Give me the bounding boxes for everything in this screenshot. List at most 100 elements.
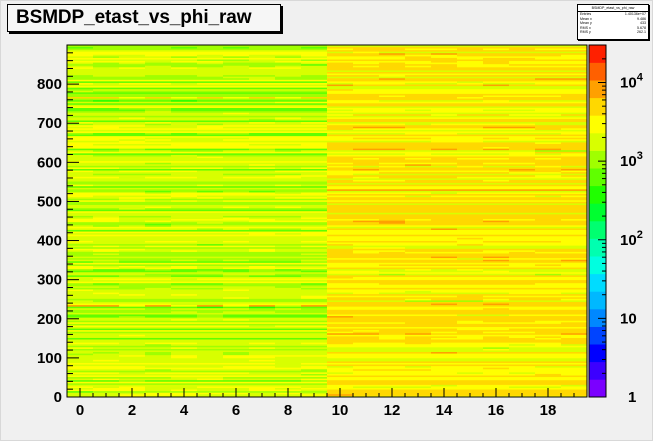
heatmap-cell xyxy=(457,238,484,241)
heatmap-cell xyxy=(431,348,458,351)
heatmap-cell xyxy=(379,115,406,118)
heatmap-cell xyxy=(119,375,146,378)
heatmap-cell xyxy=(171,279,198,282)
heatmap-cell xyxy=(405,96,432,99)
heatmap-cell xyxy=(327,292,354,295)
heatmap-cell xyxy=(535,70,562,72)
heatmap-cell xyxy=(561,51,588,54)
heatmap-cell xyxy=(93,273,120,276)
heatmap-cell xyxy=(353,237,380,240)
heatmap-cell xyxy=(67,340,94,343)
heatmap-cell xyxy=(275,182,302,185)
heatmap-cell xyxy=(353,157,380,160)
heatmap-cell xyxy=(301,273,328,276)
heatmap-cell xyxy=(561,346,588,349)
heatmap-cell xyxy=(67,376,94,379)
heatmap-cell xyxy=(119,187,146,190)
heatmap-cell xyxy=(249,295,276,298)
heatmap-cell xyxy=(223,342,250,345)
heatmap-cell xyxy=(483,142,510,144)
heatmap-cell xyxy=(535,62,562,65)
heatmap-cell xyxy=(509,243,536,246)
heatmap-cell xyxy=(93,199,120,202)
heatmap-cell xyxy=(145,281,172,284)
heatmap-cell xyxy=(561,378,588,381)
heatmap-cell xyxy=(223,257,250,260)
heatmap-cell xyxy=(275,196,302,199)
heatmap-cell xyxy=(483,337,510,340)
heatmap-cell xyxy=(535,379,562,382)
heatmap-cell xyxy=(483,370,510,373)
heatmap-cell xyxy=(379,268,406,271)
heatmap-cell xyxy=(301,115,328,118)
heatmap-cell xyxy=(249,177,276,180)
heatmap-cell xyxy=(457,52,484,55)
heatmap-cell xyxy=(119,298,146,301)
heatmap-cell xyxy=(353,188,380,191)
heatmap-cell xyxy=(145,149,172,152)
heatmap-cell xyxy=(431,210,458,213)
heatmap-cell xyxy=(171,159,198,162)
heatmap-cell xyxy=(93,126,120,129)
heatmap-cell xyxy=(223,45,250,47)
heatmap-cell xyxy=(197,48,224,51)
heatmap-cell xyxy=(405,292,432,295)
heatmap-cell xyxy=(353,156,380,159)
heatmap-cell xyxy=(197,248,224,251)
heatmap-cell xyxy=(249,273,276,276)
heatmap-cell xyxy=(171,285,198,288)
heatmap-cell xyxy=(561,246,588,249)
heatmap-cell xyxy=(67,245,94,248)
heatmap-cell xyxy=(249,287,276,290)
heatmap-cell xyxy=(301,351,328,354)
heatmap-cell xyxy=(327,115,354,118)
heatmap-cell xyxy=(197,278,224,281)
heatmap-cell xyxy=(509,107,536,110)
heatmap-cell xyxy=(457,209,484,212)
heatmap-cell xyxy=(353,381,380,384)
heatmap-cell xyxy=(483,82,510,85)
heatmap-cell xyxy=(483,104,510,107)
heatmap-cell xyxy=(431,209,458,212)
heatmap-cell xyxy=(67,187,94,190)
heatmap-cell xyxy=(353,245,380,248)
heatmap-cell xyxy=(119,142,146,144)
heatmap-cell xyxy=(93,254,120,257)
heatmap-cell xyxy=(353,314,380,317)
heatmap-cell xyxy=(301,109,328,112)
heatmap-cell xyxy=(301,88,328,91)
heatmap-cell xyxy=(171,329,198,332)
heatmap-cell xyxy=(171,348,198,351)
heatmap-cell xyxy=(379,323,406,326)
heatmap-cell xyxy=(67,201,94,204)
heatmap-cell xyxy=(197,292,224,295)
heatmap-cell xyxy=(535,293,562,296)
palette-swatch xyxy=(589,238,606,257)
heatmap-cell xyxy=(93,329,120,332)
heatmap-cell xyxy=(197,193,224,196)
heatmap-cell xyxy=(561,99,588,102)
heatmap-cell xyxy=(301,249,328,252)
heatmap-cell xyxy=(327,74,354,77)
heatmap-cell xyxy=(223,312,250,315)
heatmap-cell xyxy=(509,132,536,135)
heatmap-cell xyxy=(67,304,94,307)
heatmap-cell xyxy=(93,389,120,392)
heatmap-cell xyxy=(509,270,536,273)
heatmap-cell xyxy=(93,315,120,318)
heatmap-cell xyxy=(379,198,406,201)
heatmap-cell xyxy=(197,276,224,279)
heatmap-cell xyxy=(379,143,406,146)
heatmap-cell xyxy=(171,52,198,55)
heatmap-cell xyxy=(509,384,536,387)
palette-swatch xyxy=(589,221,606,239)
heatmap-cell xyxy=(301,379,328,382)
heatmap-cell xyxy=(509,251,536,254)
heatmap-cell xyxy=(249,48,276,51)
heatmap-cell xyxy=(223,289,250,292)
heatmap-cell xyxy=(223,267,250,270)
heatmap-cell xyxy=(353,257,380,260)
heatmap-cell xyxy=(275,101,302,104)
heatmap-cell xyxy=(171,306,198,309)
heatmap-cell xyxy=(379,245,406,248)
